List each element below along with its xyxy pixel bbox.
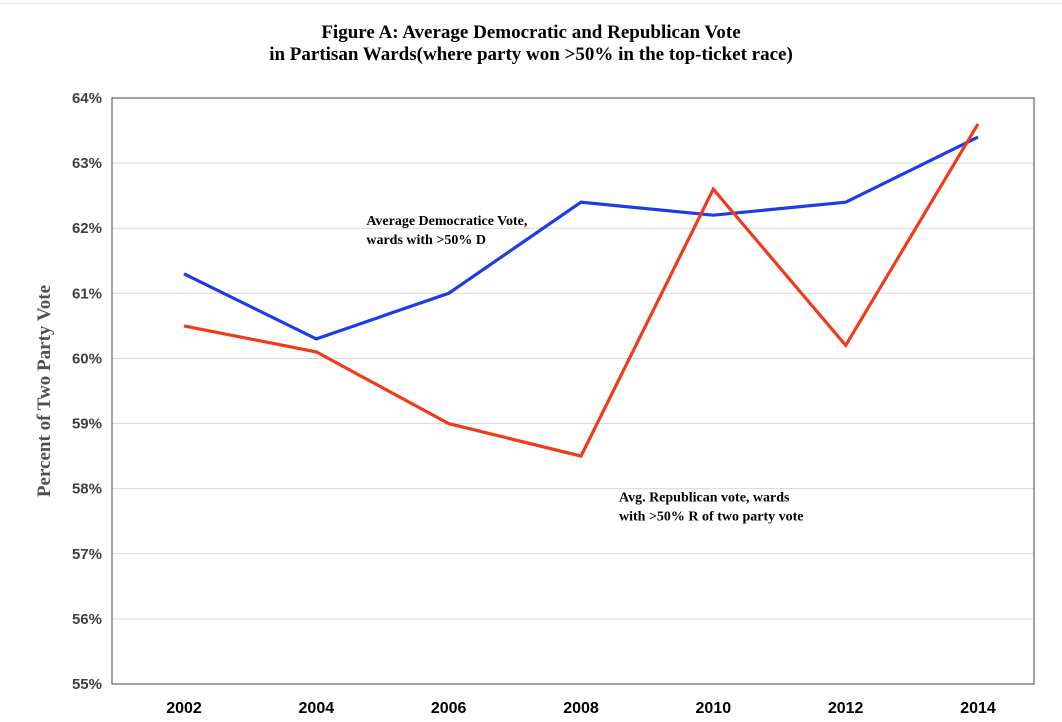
y-tick-label: 57%	[72, 546, 102, 563]
chart-title: Figure A: Average Democratic and Republi…	[0, 22, 1062, 66]
series-lines	[183, 123, 980, 458]
x-tick-label: 2012	[828, 700, 864, 717]
x-tick-label: 2004	[299, 700, 335, 717]
plot-area-frame	[111, 97, 1035, 685]
x-tick-label: 2010	[696, 700, 732, 717]
y-tick-label: 62%	[72, 220, 102, 237]
y-tick-label: 60%	[72, 350, 102, 367]
y-tick-label: 56%	[72, 611, 102, 628]
y-axis-label: Percent of Two Party Vote	[34, 285, 55, 497]
republican-series-annotation: Avg. Republican vote, wards with >50% R o…	[619, 491, 804, 525]
y-tick-label: 55%	[72, 676, 102, 693]
republican-vote-line	[183, 123, 980, 458]
y-tick-label: 59%	[72, 416, 102, 433]
chart-title-line-2: in Partisan Wards(where party won >50% i…	[269, 44, 793, 65]
y-tick-label: 61%	[72, 285, 102, 302]
democratic-series-annotation: Average Democratice Vote, wards with >50%…	[366, 214, 527, 248]
x-axis-ticks: 2002 2004 2006 2008 2010 2012 2014	[166, 700, 996, 717]
y-tick-label: 58%	[72, 481, 102, 498]
y-axis-ticks: 55% 56% 57% 58% 59% 60% 61% 62% 63% 64%	[72, 90, 102, 693]
annotations: Average Democratice Vote, wards with >50%…	[366, 214, 803, 525]
x-tick-label: 2014	[960, 700, 996, 717]
gridlines	[112, 162, 1034, 620]
y-tick-label: 64%	[72, 90, 102, 107]
x-tick-label: 2002	[166, 700, 202, 717]
y-tick-label: 63%	[72, 155, 102, 172]
x-tick-label: 2006	[431, 700, 467, 717]
chart-title-line-1: Figure A: Average Democratic and Republi…	[321, 22, 741, 43]
top-divider	[0, 3, 1062, 4]
democratic-vote-line	[183, 135, 979, 341]
x-tick-label: 2008	[563, 700, 599, 717]
